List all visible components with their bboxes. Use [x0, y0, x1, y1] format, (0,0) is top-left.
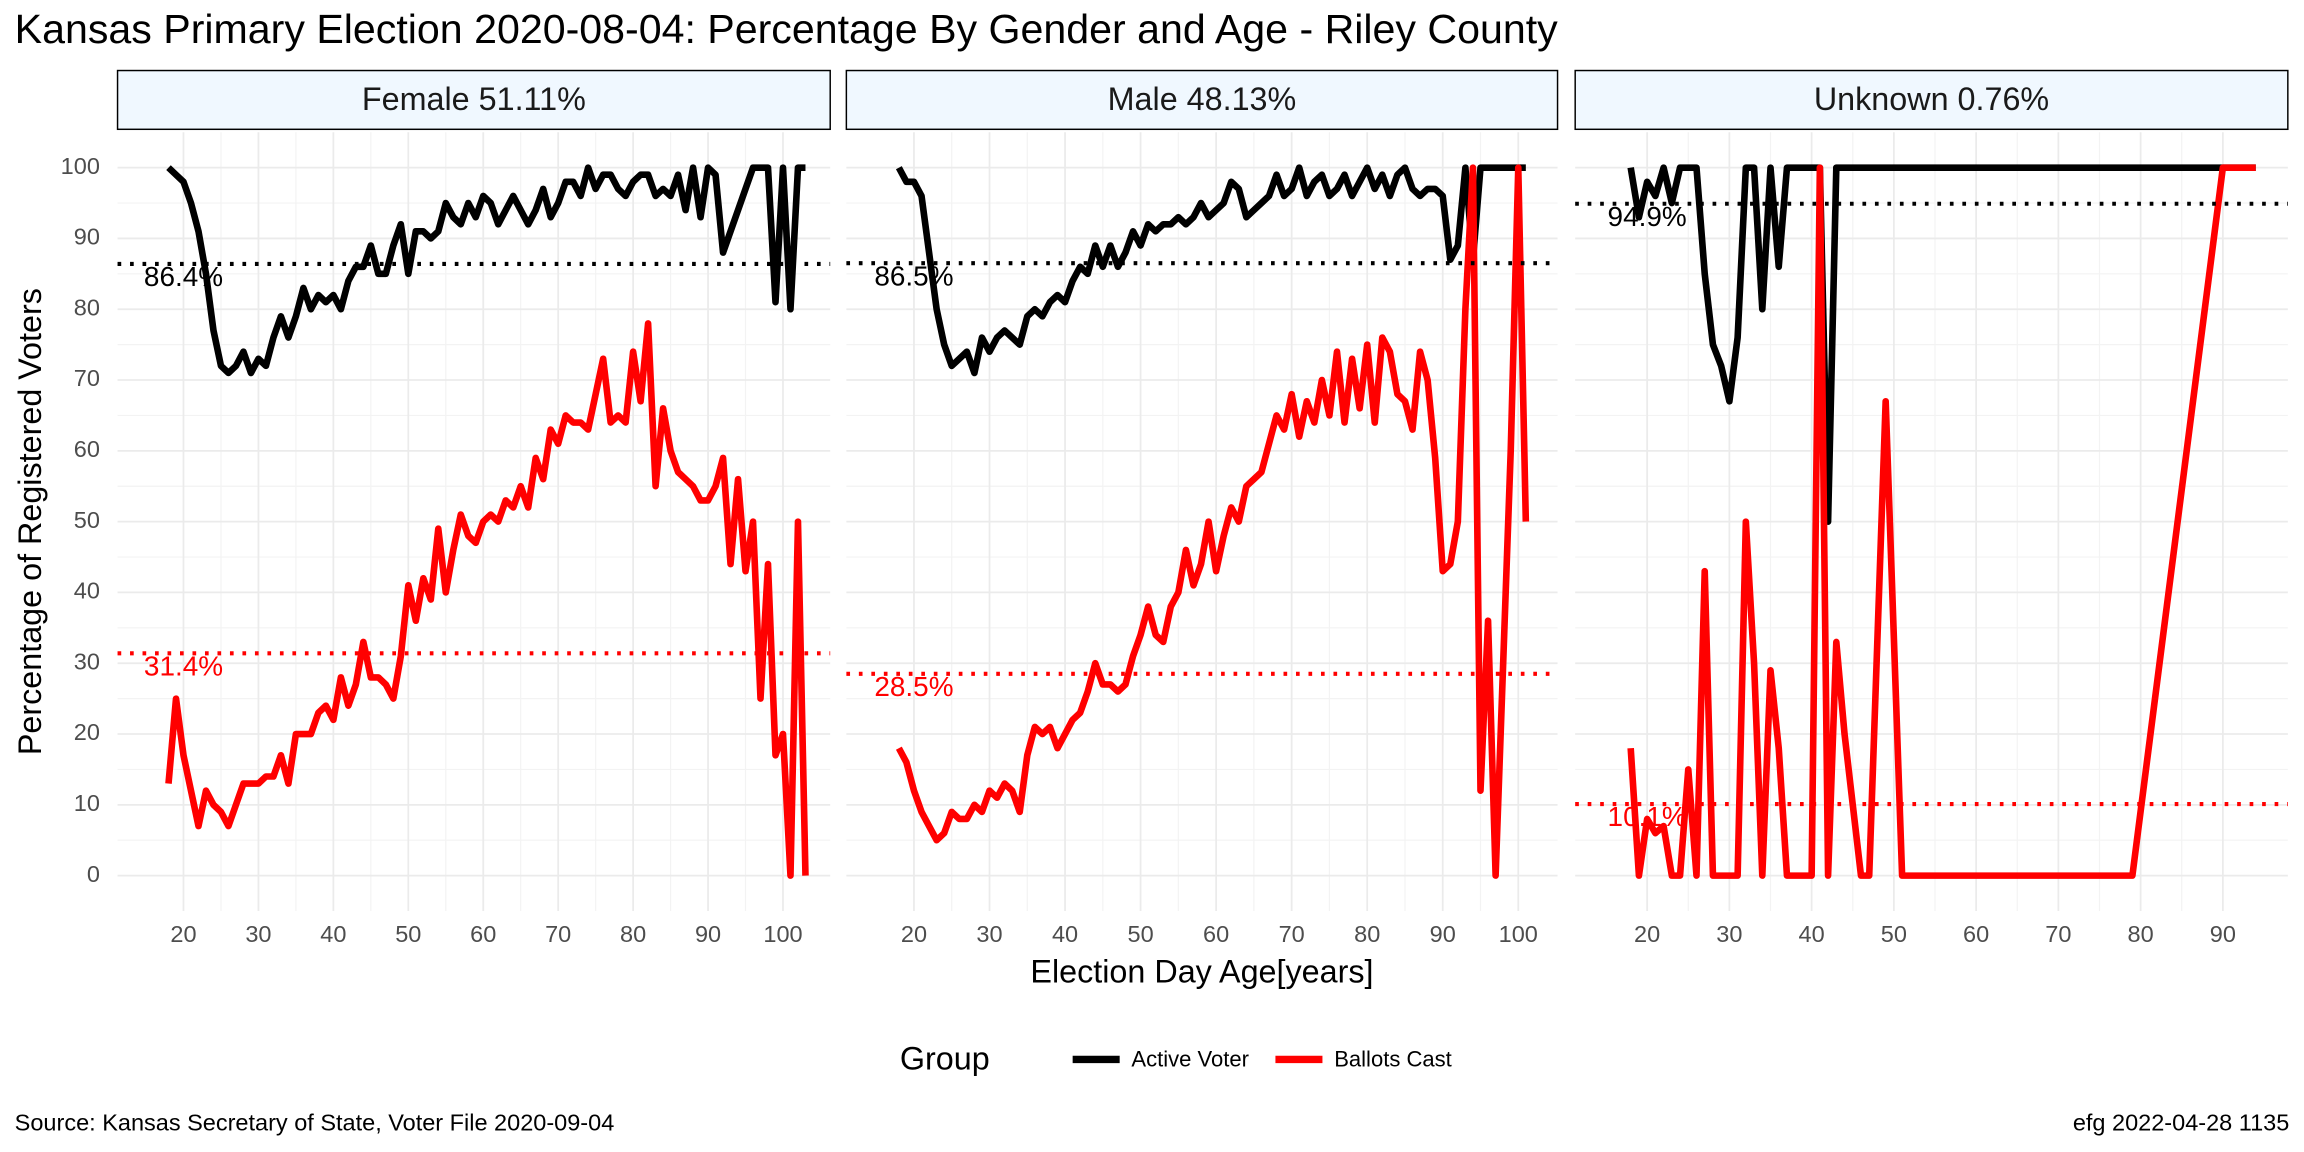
x-tick-label: 90 [695, 921, 721, 947]
reference-label: 28.5% [874, 671, 953, 702]
x-tick-label: 20 [170, 921, 196, 947]
facet-strip [116, 69, 831, 131]
y-tick-label: 80 [74, 294, 100, 320]
chart-title: Kansas Primary Election 2020-08-04: Perc… [15, 6, 1558, 52]
x-tick-label: 90 [1430, 921, 1456, 947]
x-tick-label: 100 [1499, 921, 1538, 947]
y-tick-label: 70 [74, 365, 100, 391]
y-axis-title: Percentage of Registered Voters [12, 288, 48, 755]
y-tick-label: 90 [74, 224, 100, 250]
series-line [1627, 164, 2256, 525]
x-tick-label: 50 [395, 921, 421, 947]
series-line [895, 164, 1530, 879]
x-tick-label: 80 [1354, 921, 1380, 947]
legend-label: Ballots Cast [1334, 1047, 1452, 1072]
x-axis-title: Election Day Age[years] [1030, 954, 1373, 990]
facet-strip [845, 69, 1559, 131]
x-tick-label: 20 [901, 921, 927, 947]
x-tick-label: 30 [976, 921, 1002, 947]
y-tick-label: 60 [74, 436, 100, 462]
x-tick-label: 70 [2045, 921, 2071, 947]
x-tick-label: 30 [245, 921, 271, 947]
legend-title: Group [900, 1040, 990, 1076]
facet-label: Male 48.13% [1108, 81, 1297, 117]
x-tick-label: 40 [320, 921, 346, 947]
y-tick-label: 30 [74, 648, 100, 674]
x-tick-label: 60 [1963, 921, 1989, 947]
x-tick-label: 60 [1203, 921, 1229, 947]
x-tick-label: 90 [2210, 921, 2236, 947]
y-tick-label: 20 [74, 719, 100, 745]
y-tick-label: 50 [74, 507, 100, 533]
series-line [1627, 164, 2256, 879]
series-line [165, 320, 809, 879]
series-line [166, 164, 806, 377]
x-tick-label: 80 [2128, 921, 2154, 947]
reference-label: 31.4% [144, 650, 223, 681]
x-tick-label: 60 [470, 921, 496, 947]
series-line [895, 164, 1526, 377]
y-tick-label: 10 [74, 790, 100, 816]
facet-label: Unknown 0.76% [1814, 81, 2049, 117]
x-tick-label: 40 [1799, 921, 1825, 947]
facet-label: Female 51.11% [362, 81, 586, 117]
x-tick-label: 50 [1128, 921, 1154, 947]
y-tick-label: 40 [74, 578, 100, 604]
x-tick-label: 70 [545, 921, 571, 947]
facet-strip [1574, 69, 2289, 131]
reference-label: 10.1% [1608, 801, 1687, 832]
x-tick-label: 80 [620, 921, 646, 947]
reference-label: 94.9% [1608, 201, 1687, 232]
reference-label: 86.4% [144, 261, 223, 292]
x-tick-label: 30 [1716, 921, 1742, 947]
reference-label: 86.5% [874, 260, 953, 291]
legend-label: Active Voter [1131, 1047, 1249, 1072]
y-tick-label: 100 [61, 153, 100, 179]
timestamp: efg 2022-04-28 1135 [2073, 1109, 2289, 1135]
x-tick-label: 50 [1881, 921, 1907, 947]
x-tick-label: 20 [1634, 921, 1660, 947]
x-tick-label: 40 [1052, 921, 1078, 947]
y-tick-label: 0 [87, 861, 100, 887]
source-note: Source: Kansas Secretary of State, Voter… [15, 1109, 615, 1135]
x-tick-label: 100 [763, 921, 802, 947]
x-tick-label: 70 [1279, 921, 1305, 947]
